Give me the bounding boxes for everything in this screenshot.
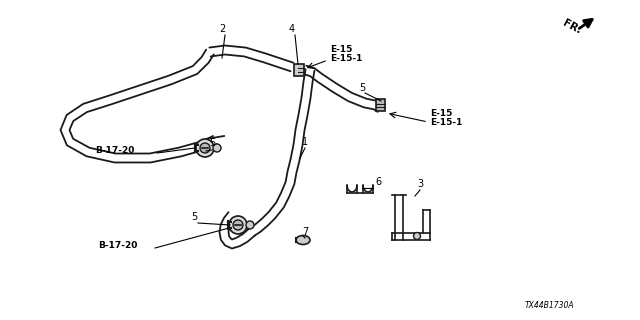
Text: TX44B1730A: TX44B1730A [525, 301, 575, 310]
Circle shape [229, 216, 247, 234]
Text: 5: 5 [209, 138, 215, 148]
Text: 3: 3 [417, 179, 423, 189]
Text: E-15-1: E-15-1 [430, 118, 462, 127]
Text: 1: 1 [302, 137, 308, 147]
Text: E-15-1: E-15-1 [330, 54, 362, 63]
Text: FR.: FR. [561, 18, 583, 36]
Text: 2: 2 [219, 24, 225, 34]
Text: B-17-20: B-17-20 [95, 146, 134, 155]
Text: 5: 5 [359, 83, 365, 93]
Text: 4: 4 [289, 24, 295, 34]
Text: 6: 6 [375, 177, 381, 187]
Text: 5: 5 [191, 212, 197, 222]
Circle shape [233, 220, 243, 230]
Circle shape [413, 233, 420, 239]
Circle shape [196, 139, 214, 157]
Text: E-15: E-15 [330, 45, 353, 54]
FancyBboxPatch shape [376, 99, 385, 111]
Circle shape [200, 143, 210, 153]
Text: 7: 7 [302, 227, 308, 237]
Ellipse shape [296, 236, 310, 244]
Bar [294, 64, 304, 76]
Circle shape [213, 144, 221, 152]
Circle shape [246, 221, 254, 229]
Text: B-17-20: B-17-20 [98, 241, 138, 250]
Text: E-15: E-15 [430, 109, 452, 118]
